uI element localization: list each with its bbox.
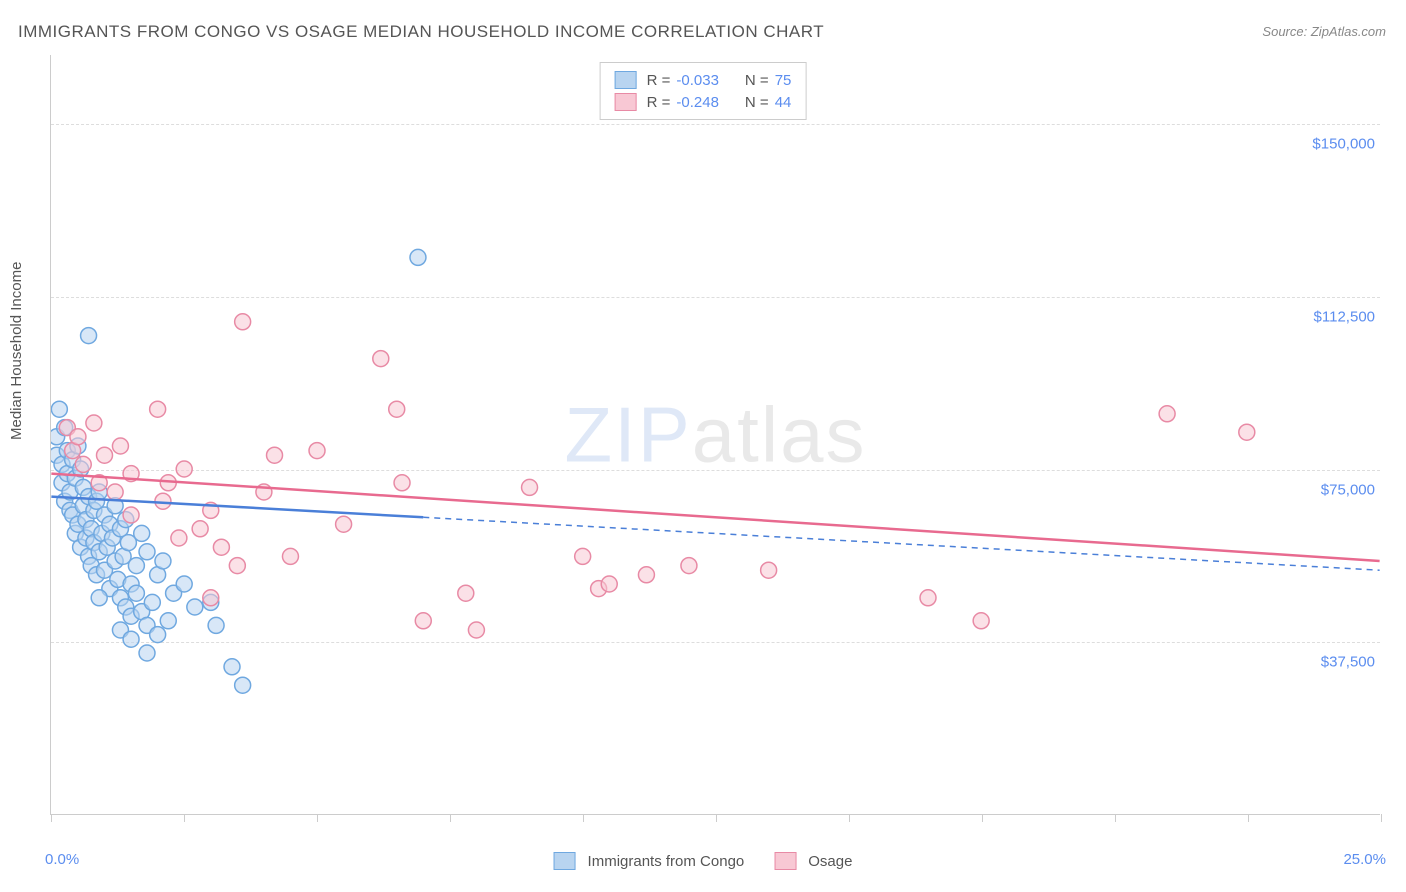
- data-point: [638, 567, 654, 583]
- data-point: [973, 613, 989, 629]
- stats-legend-row: R = -0.248 N = 44: [615, 91, 792, 113]
- correlation-chart: IMMIGRANTS FROM CONGO VS OSAGE MEDIAN HO…: [0, 0, 1406, 892]
- series-legend-label: Immigrants from Congo: [588, 853, 745, 870]
- data-point: [336, 516, 352, 532]
- x-tick: [1381, 814, 1382, 822]
- data-point: [86, 415, 102, 431]
- r-label: R =: [647, 72, 671, 89]
- stats-legend: R = -0.033 N = 75 R = -0.248 N = 44: [600, 62, 807, 120]
- legend-swatch: [554, 852, 576, 870]
- data-point: [176, 576, 192, 592]
- data-point: [224, 659, 240, 675]
- data-point: [70, 429, 86, 445]
- n-label: N =: [745, 94, 769, 111]
- data-point: [128, 585, 144, 601]
- data-point: [389, 401, 405, 417]
- data-point: [522, 479, 538, 495]
- data-point: [1239, 424, 1255, 440]
- data-point: [123, 631, 139, 647]
- data-point: [91, 590, 107, 606]
- x-tick: [849, 814, 850, 822]
- x-tick: [51, 814, 52, 822]
- data-point: [213, 539, 229, 555]
- data-point: [123, 507, 139, 523]
- data-point: [192, 521, 208, 537]
- data-point: [171, 530, 187, 546]
- source-attribution: Source: ZipAtlas.com: [1262, 24, 1386, 39]
- chart-title: IMMIGRANTS FROM CONGO VS OSAGE MEDIAN HO…: [18, 22, 824, 42]
- x-tick: [450, 814, 451, 822]
- data-point: [81, 328, 97, 344]
- source-value: ZipAtlas.com: [1311, 24, 1386, 39]
- data-point: [309, 443, 325, 459]
- data-point: [1159, 406, 1175, 422]
- data-point: [150, 627, 166, 643]
- data-point: [681, 558, 697, 574]
- x-tick: [184, 814, 185, 822]
- data-point: [139, 645, 155, 661]
- data-point: [97, 447, 113, 463]
- data-point: [75, 456, 91, 472]
- data-point: [235, 677, 251, 693]
- trend-line: [51, 474, 1379, 561]
- x-axis-min-label: 0.0%: [45, 851, 79, 868]
- data-point: [128, 558, 144, 574]
- plot-area: ZIPatlas $37,500$75,000$112,500$150,000: [50, 55, 1380, 815]
- r-value: -0.033: [676, 72, 719, 89]
- data-point: [267, 447, 283, 463]
- n-value: 44: [775, 94, 792, 111]
- data-point: [458, 585, 474, 601]
- x-tick: [716, 814, 717, 822]
- data-point: [468, 622, 484, 638]
- y-axis-title: Median Household Income: [8, 262, 25, 440]
- data-point: [394, 475, 410, 491]
- data-point: [282, 548, 298, 564]
- series-legend: Immigrants from Congo Osage: [554, 852, 853, 870]
- source-label: Source:: [1262, 24, 1307, 39]
- data-point: [761, 562, 777, 578]
- data-point: [235, 314, 251, 330]
- data-point: [144, 594, 160, 610]
- data-point: [208, 617, 224, 633]
- data-point: [139, 544, 155, 560]
- x-tick: [583, 814, 584, 822]
- x-tick: [982, 814, 983, 822]
- data-point: [150, 401, 166, 417]
- data-point: [920, 590, 936, 606]
- r-label: R =: [647, 94, 671, 111]
- series-legend-label: Osage: [808, 853, 852, 870]
- data-point: [51, 401, 67, 417]
- legend-swatch: [774, 852, 796, 870]
- data-point: [187, 599, 203, 615]
- r-value: -0.248: [676, 94, 719, 111]
- series-legend-item: Osage: [774, 852, 852, 870]
- n-label: N =: [745, 72, 769, 89]
- legend-swatch: [615, 71, 637, 89]
- data-point: [155, 493, 171, 509]
- data-point: [601, 576, 617, 592]
- data-point: [160, 613, 176, 629]
- data-point: [373, 351, 389, 367]
- data-point: [575, 548, 591, 564]
- data-point: [410, 249, 426, 265]
- data-point: [176, 461, 192, 477]
- legend-swatch: [615, 93, 637, 111]
- data-point: [155, 553, 171, 569]
- scatter-svg: [51, 55, 1380, 814]
- data-point: [415, 613, 431, 629]
- stats-legend-row: R = -0.033 N = 75: [615, 69, 792, 91]
- data-point: [112, 438, 128, 454]
- series-legend-item: Immigrants from Congo: [554, 852, 745, 870]
- x-tick: [1248, 814, 1249, 822]
- data-point: [107, 484, 123, 500]
- n-value: 75: [775, 72, 792, 89]
- x-axis-max-label: 25.0%: [1343, 851, 1386, 868]
- data-point: [134, 525, 150, 541]
- trend-line-extrapolation: [423, 517, 1379, 570]
- data-point: [203, 590, 219, 606]
- x-tick: [317, 814, 318, 822]
- data-point: [229, 558, 245, 574]
- x-tick: [1115, 814, 1116, 822]
